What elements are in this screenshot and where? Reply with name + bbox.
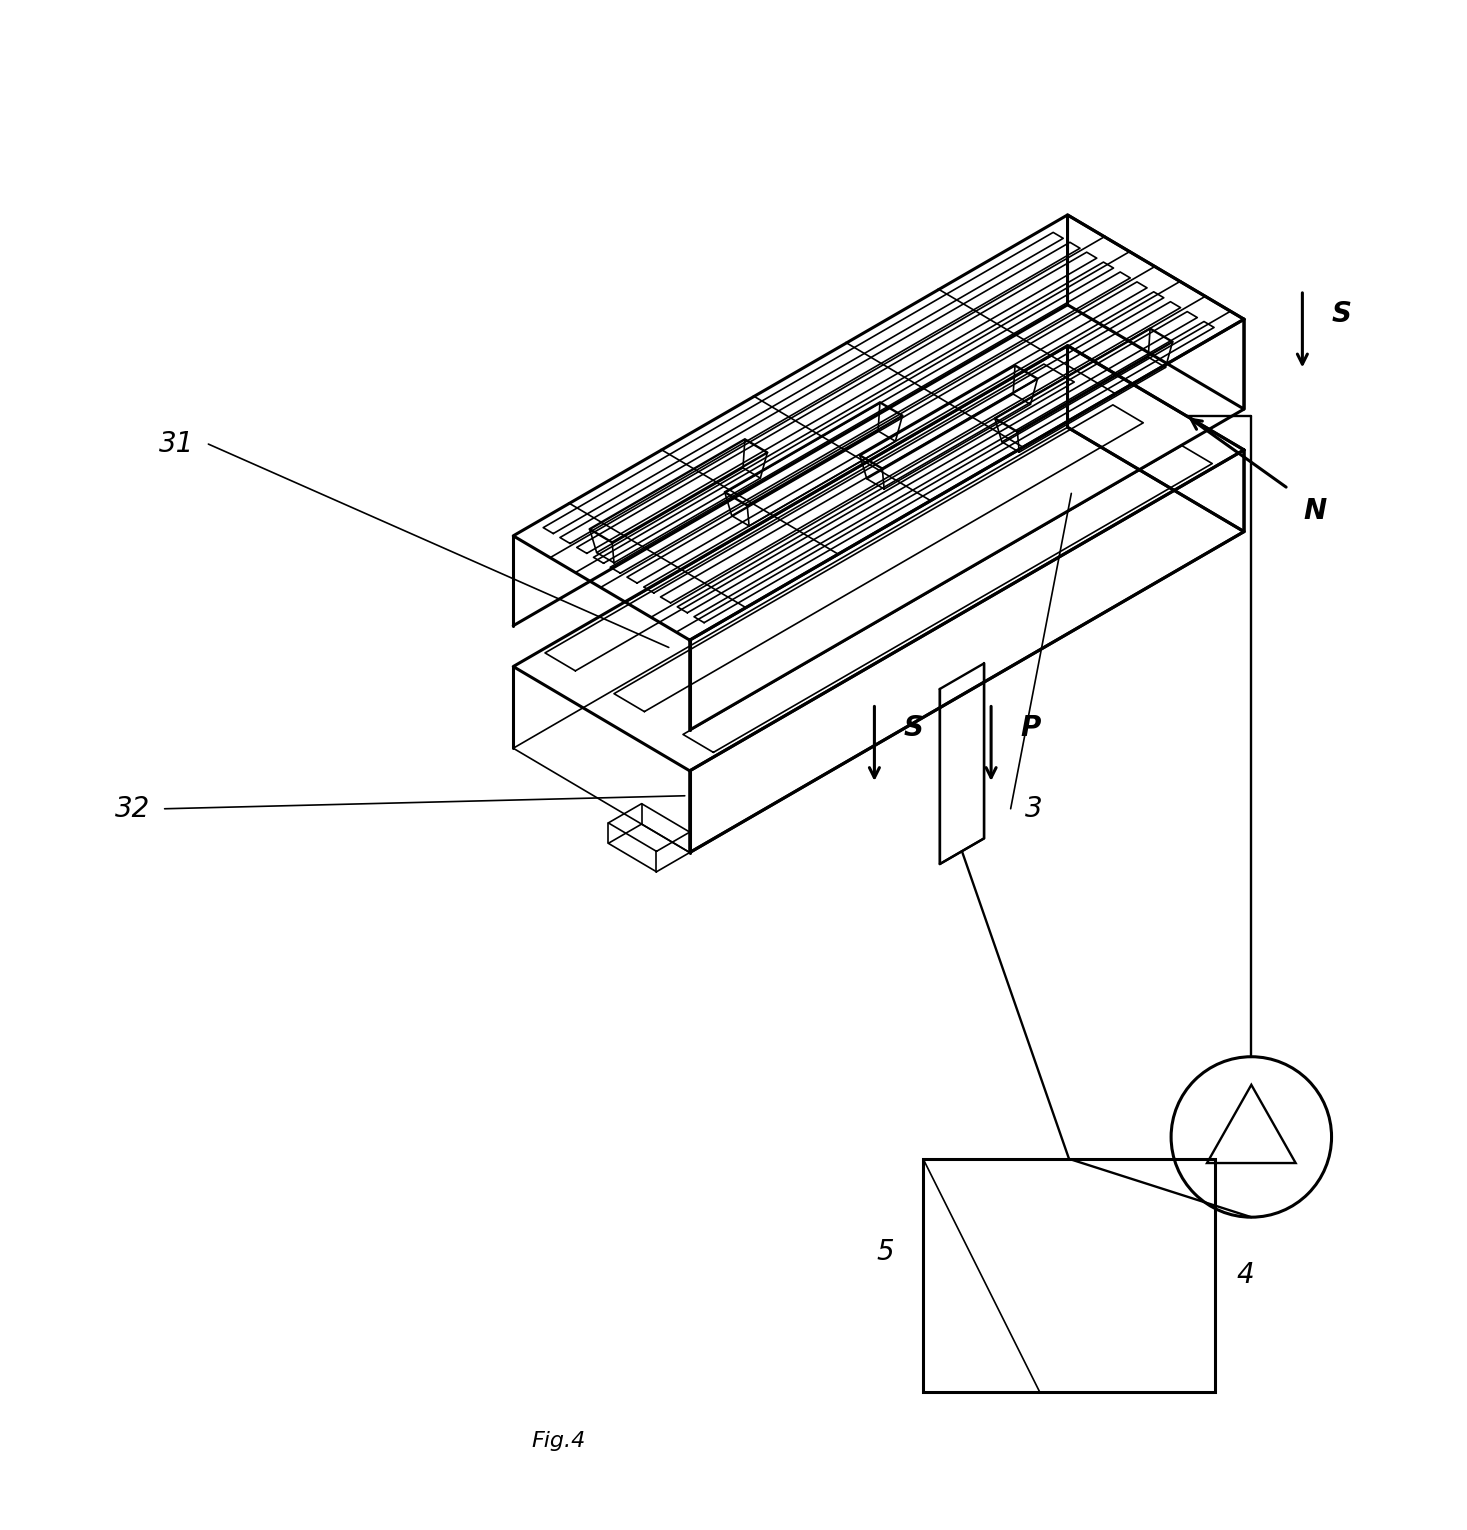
Text: Fig.4: Fig.4 bbox=[531, 1431, 585, 1450]
Text: S: S bbox=[1332, 300, 1351, 327]
Text: 5: 5 bbox=[876, 1238, 893, 1267]
Bar bbox=[923, 1158, 1215, 1392]
Text: 4: 4 bbox=[1237, 1261, 1254, 1288]
Text: 3: 3 bbox=[1025, 794, 1043, 823]
Text: P: P bbox=[1020, 713, 1040, 742]
Text: 32: 32 bbox=[114, 794, 150, 823]
Text: S: S bbox=[904, 713, 924, 742]
Text: 31: 31 bbox=[158, 430, 194, 457]
Text: N: N bbox=[1303, 497, 1326, 525]
